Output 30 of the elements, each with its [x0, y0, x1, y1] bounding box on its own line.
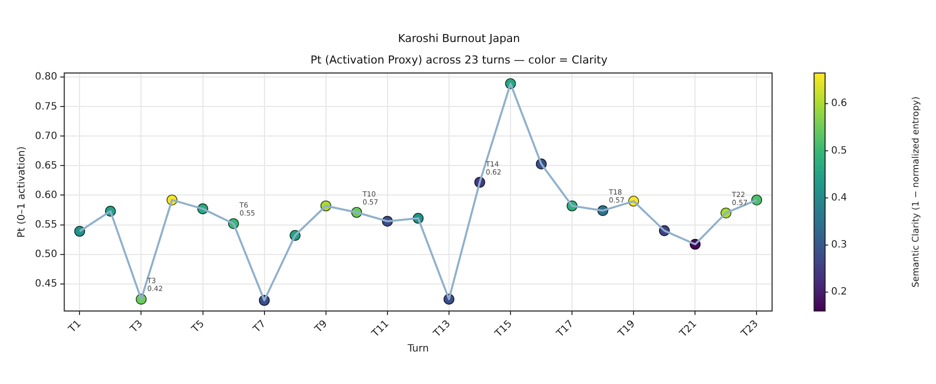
y-tick-label: 0.70: [35, 130, 58, 142]
x-axis-title: Turn: [406, 343, 429, 354]
y-tick-label: 0.55: [35, 219, 58, 230]
y-tick-label: 0.75: [35, 101, 58, 112]
x-tick-label: T5: [189, 318, 207, 336]
y-tick-label: 0.65: [35, 160, 58, 172]
color-bar-label: 0.6: [831, 98, 848, 110]
chart-subtitle: Pt (Activation Proxy) across 23 turns — color = Clarity: [310, 53, 608, 66]
x-tick-label: T9: [312, 318, 330, 336]
color-bar-title: Semantic Clarity (1 − normalized entropy): [911, 96, 922, 288]
y-tick-label: 0.80: [35, 72, 58, 83]
y-tick-label: 0.45: [35, 278, 58, 290]
x-tick-label: T21: [677, 318, 700, 340]
x-tick-label: T19: [616, 318, 638, 340]
x-tick-label: T1: [66, 318, 84, 336]
y-tick-label: 0.50: [35, 248, 58, 260]
y-tick-label: 0.60: [35, 190, 58, 201]
y-axis-title: Pt (0–1 activation): [16, 146, 28, 238]
x-tick-label: T11: [370, 318, 392, 340]
x-tick-label: T17: [554, 318, 576, 340]
x-tick-label: T3: [128, 318, 146, 336]
chart-title: Karoshi Burnout Japan: [398, 32, 520, 46]
color-bar-label: 0.5: [831, 145, 848, 156]
x-tick-label: T7: [250, 318, 268, 336]
color-bar-label: 0.2: [831, 286, 848, 298]
x-tick-label: T13: [431, 318, 453, 340]
x-tick-label: T23: [738, 318, 761, 340]
x-tick-label: T15: [492, 318, 514, 340]
color-bar-label: 0.4: [831, 192, 848, 204]
color-bar-label: 0.3: [831, 240, 848, 251]
